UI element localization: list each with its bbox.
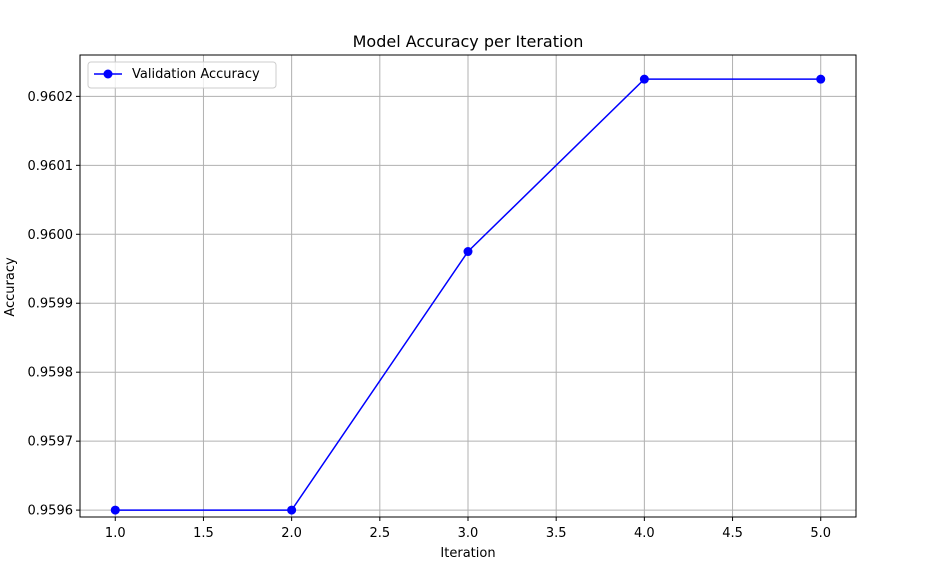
legend: Validation Accuracy [87, 61, 277, 89]
x-tick-label: 1.5 [193, 526, 214, 541]
y-tick-label: 0.9598 [28, 366, 74, 381]
x-tick-label: 1.0 [105, 526, 126, 541]
x-tick-label: 3.5 [546, 526, 567, 541]
grid-lines [80, 55, 856, 517]
x-tick-label: 4.5 [722, 526, 743, 541]
y-tick-label: 0.9602 [28, 90, 74, 105]
legend-label: Validation Accuracy [132, 67, 260, 82]
y-tick-label: 0.9597 [28, 435, 74, 450]
y-tick-label: 0.9600 [28, 228, 74, 243]
x-tick-label: 3.0 [458, 526, 479, 541]
chart-title: Model Accuracy per Iteration [353, 32, 584, 51]
legend-box [87, 61, 277, 89]
y-tick-label: 0.9596 [28, 504, 74, 519]
y-axis-title: Accuracy [3, 257, 18, 317]
x-tick-label: 4.0 [634, 526, 655, 541]
x-axis-title: Iteration [440, 546, 495, 561]
data-series [110, 74, 826, 515]
legend-marker [103, 69, 113, 79]
data-point [639, 74, 649, 84]
data-point [816, 74, 826, 84]
x-tick-label: 5.0 [810, 526, 831, 541]
y-tick-label: 0.9601 [28, 159, 74, 174]
x-tick-label: 2.0 [281, 526, 302, 541]
x-tick-label: 2.5 [369, 526, 390, 541]
data-point [287, 505, 297, 515]
data-point [110, 505, 120, 515]
axis-ticks: 1.0 1.5 2.0 2.5 3.0 3.5 4.0 4.5 5.0 0.9596 0.9597 0… [28, 90, 832, 541]
data-point [463, 247, 473, 257]
y-tick-label: 0.9599 [28, 297, 74, 312]
